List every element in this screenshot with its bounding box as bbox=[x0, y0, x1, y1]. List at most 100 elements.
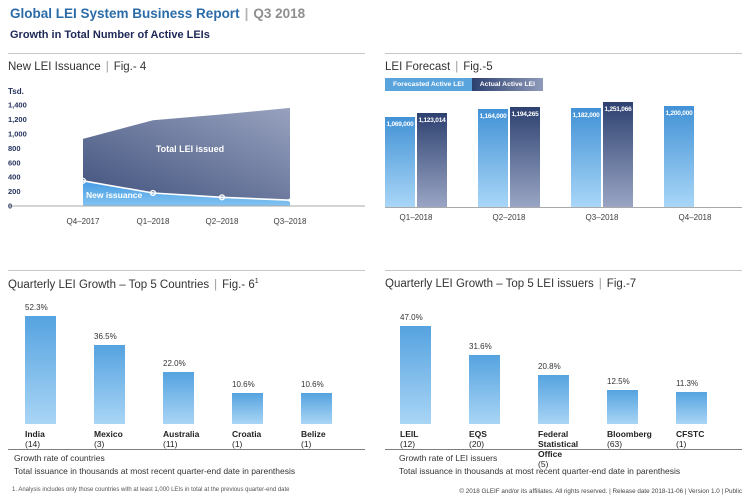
divider-bottom-right bbox=[385, 270, 742, 271]
divider-top-right bbox=[385, 53, 742, 54]
fig6-category-name: Mexico bbox=[94, 429, 123, 439]
fig6-footnote-ref: 1 bbox=[254, 278, 259, 285]
forecast-bar-value: 1,182,000 bbox=[572, 112, 600, 119]
fig7-bar bbox=[538, 375, 569, 424]
fig7-category-name: LEIL bbox=[400, 429, 419, 439]
fig7-category-name: Bloomberg bbox=[607, 429, 652, 439]
fig5-x-labels: Q1–2018 Q2–2018 Q3–2018 Q4–2018 bbox=[385, 213, 742, 225]
fig6-bar bbox=[301, 393, 332, 424]
fig7-note-1: Growth rate of LEI issuers bbox=[399, 453, 498, 463]
report-title-row: Global LEI System Business Report | Q3 201… bbox=[10, 6, 305, 21]
fig6-value-label: 52.3% bbox=[25, 303, 48, 312]
forecast-bar: 1,182,000 bbox=[571, 108, 601, 207]
fig4-y-tick: 400 bbox=[8, 173, 21, 182]
fig4-y-tick: 0 bbox=[8, 202, 12, 211]
new-issuance-marker bbox=[218, 194, 226, 201]
fig6-value-label: 36.5% bbox=[94, 332, 117, 341]
fig7-category-count: (5) bbox=[538, 459, 549, 469]
forecast-bar-value: 1,164,000 bbox=[479, 113, 507, 120]
fig6-category-count: (1) bbox=[301, 439, 312, 449]
fig7-bar bbox=[607, 390, 638, 424]
fig7-category: LEIL (12) bbox=[400, 429, 466, 449]
new-issuance-line bbox=[82, 180, 291, 201]
fig4-title: New LEI Issuance | Fig.- 4 bbox=[8, 61, 146, 73]
new-issuance-marker bbox=[288, 198, 292, 202]
fig4-x-label: Q3–2018 bbox=[274, 217, 307, 226]
new-issuance-label: New issuance bbox=[86, 190, 142, 200]
fig5-bar-group: 1,069,000 1,123,014 bbox=[385, 100, 447, 207]
fig7-bar-chart: 47.0% LEIL (12) 31.6% EQS (20) 20.8% Federal St… bbox=[385, 300, 742, 475]
fig6-note-2: Total issuance in thousands at most rece… bbox=[14, 466, 296, 476]
fig7-note-2: Total issuance in thousands at most rece… bbox=[399, 466, 681, 476]
fig4-x-label: Q4–2017 bbox=[67, 217, 100, 226]
actual-bar: 1,194,265 bbox=[510, 107, 540, 207]
fig4-x-label: Q2–2018 bbox=[206, 217, 239, 226]
fig6-note-1: Growth rate of countries bbox=[14, 453, 105, 463]
fig6-bar bbox=[232, 393, 263, 424]
fig6-category-count: (11) bbox=[163, 439, 178, 449]
fig6-value-label: 10.6% bbox=[301, 380, 324, 389]
fig6-bar bbox=[25, 316, 56, 424]
forecast-bar: 1,200,000 bbox=[664, 106, 694, 207]
fig6-category-name: Belize bbox=[301, 429, 326, 439]
fig6-title: Quarterly LEI Growth – Top 5 Countries | F… bbox=[8, 278, 259, 291]
fig5-bar-group: 1,164,000 1,194,265 bbox=[478, 100, 540, 207]
forecast-bar: 1,164,000 bbox=[478, 109, 508, 207]
fig7-category-name: Federal Statistical Office bbox=[538, 429, 579, 459]
copyright: © 2018 GLEIF and/or its affiliates. All … bbox=[459, 488, 742, 495]
fig6-category-name: Australia bbox=[163, 429, 200, 439]
forecast-bar-value: 1,200,000 bbox=[665, 110, 693, 117]
fig4-y-tick: 1,200 bbox=[8, 115, 27, 124]
fig5-bar-group: 1,200,000 bbox=[664, 100, 726, 207]
fig7-value-label: 11.3% bbox=[676, 379, 699, 388]
report-title: Global LEI System Business Report bbox=[10, 6, 240, 21]
fig6-value-label: 22.0% bbox=[163, 359, 186, 368]
actual-bar: 1,123,014 bbox=[417, 113, 447, 207]
actual-bar-value: 1,251,066 bbox=[604, 106, 632, 113]
fig7-category: CFSTC (1) bbox=[676, 429, 742, 449]
fig6-category: Belize (1) bbox=[301, 429, 363, 449]
fig5-x-label: Q4–2018 bbox=[678, 213, 712, 222]
fig7-value-label: 20.8% bbox=[538, 362, 561, 371]
fig6-category: Croatia (1) bbox=[232, 429, 294, 449]
fig7-category-name: EQS bbox=[469, 429, 487, 439]
fig6-bar-chart: 52.3% India (14) 36.5% Mexico (3) 22.0% Austral… bbox=[8, 300, 365, 475]
fig6-bar bbox=[94, 345, 125, 424]
fig6-category-count: (1) bbox=[232, 439, 243, 449]
fig5-bar-group: 1,182,000 1,251,066 bbox=[571, 100, 633, 207]
fig4-fig-label: Fig.- 4 bbox=[113, 61, 147, 73]
fig7-title-pipe: | bbox=[598, 278, 602, 290]
fig7-value-label: 12.5% bbox=[607, 377, 630, 386]
fig5-x-label: Q1–2018 bbox=[399, 213, 433, 222]
fig7-title: Quarterly LEI Growth – Top 5 LEI issuers… bbox=[385, 278, 636, 290]
fig4-y-tick: 800 bbox=[8, 144, 21, 153]
forecast-bar: 1,069,000 bbox=[385, 117, 415, 207]
fig6-title-text: Quarterly LEI Growth – Top 5 Countries bbox=[8, 278, 210, 291]
fig7-bar bbox=[469, 355, 500, 424]
fig4-title-text: New LEI Issuance bbox=[8, 61, 101, 73]
fig7-value-label: 47.0% bbox=[400, 313, 423, 322]
title-separator: | bbox=[244, 6, 249, 21]
new-issuance-marker bbox=[149, 189, 157, 197]
actual-bar-value: 1,123,014 bbox=[418, 117, 446, 124]
fig6-category-count: (3) bbox=[94, 439, 105, 449]
fig6-category-name: India bbox=[25, 429, 45, 439]
fig6-title-pipe: | bbox=[214, 278, 218, 291]
new-issuance-marker bbox=[79, 177, 87, 184]
fig6-notes-divider bbox=[8, 449, 365, 450]
fig4-y-tick: 1,000 bbox=[8, 130, 27, 139]
actual-bar-value: 1,194,265 bbox=[511, 111, 539, 118]
fig6-category: Mexico (3) bbox=[94, 429, 156, 449]
fig7-notes-divider bbox=[385, 449, 742, 450]
report-period: Q3 2018 bbox=[253, 6, 306, 21]
fig5-legend: Forecasted Active LEI Actual Active LEI bbox=[385, 78, 544, 91]
fig6-category-count: (14) bbox=[25, 439, 41, 449]
actual-bar: 1,251,066 bbox=[603, 102, 633, 207]
fig4-y-tick: 600 bbox=[8, 158, 21, 167]
total-lei-issued-area bbox=[83, 107, 290, 201]
fig5-x-label: Q3–2018 bbox=[585, 213, 619, 222]
new-issuance-area bbox=[83, 180, 290, 206]
fig7-fig-label: Fig.-7 bbox=[606, 278, 637, 290]
fig4-area-chart: Tsd. 1,400 1,200 1,000 800 600 400 200 0 Total LE… bbox=[8, 87, 365, 226]
